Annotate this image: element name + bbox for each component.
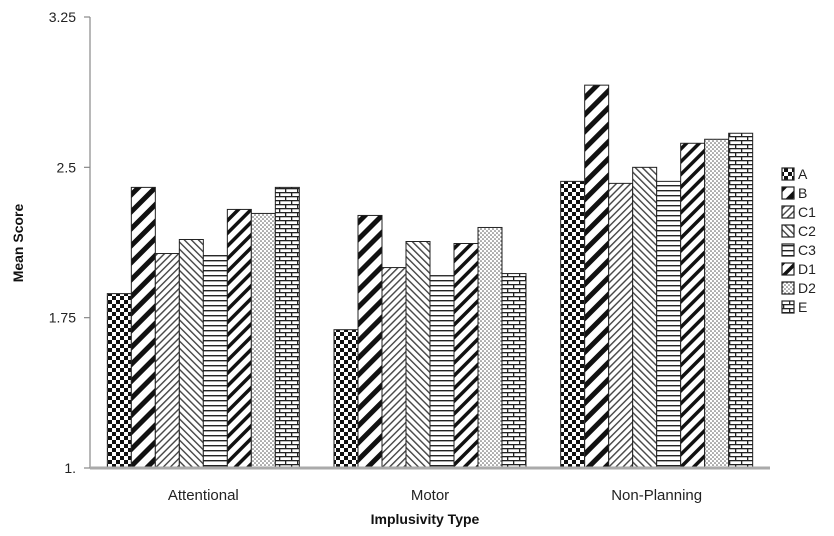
- bar-b-motor: [357, 214, 383, 469]
- bar-d1-non-planning: [680, 142, 706, 469]
- bar-c1-attentional: [154, 253, 180, 469]
- legend-label-c3: C3: [798, 242, 816, 258]
- legend-swatch-d1: [781, 262, 795, 276]
- y-axis-title: Mean Score: [10, 203, 26, 282]
- y-tick-label: 1.: [64, 460, 76, 476]
- x-axis: Attentional Motor Non-Planning: [90, 466, 770, 504]
- bar-c2-attentional: [178, 238, 204, 469]
- bar-d1-motor: [453, 243, 479, 469]
- legend: AB C1 C2 C3 D1 D2 E: [781, 166, 816, 315]
- legend-label-a: A: [798, 166, 808, 182]
- bar-d2-non-planning: [704, 138, 730, 469]
- bar-c3-motor: [429, 275, 455, 469]
- x-axis-title: Implusivity Type: [371, 511, 480, 527]
- y-axis: 1. 1.75 2.5 3.25: [49, 9, 91, 476]
- legend-label-b: B: [798, 185, 807, 201]
- x-category-label: Attentional: [168, 487, 239, 504]
- bar-a-non-planning: [560, 180, 586, 469]
- legend-label-d2: D2: [798, 280, 816, 296]
- bar-e-motor: [501, 273, 527, 469]
- legend-swatch-a: [781, 167, 795, 181]
- bar-c2-non-planning: [632, 166, 658, 469]
- x-category-labels: Attentional Motor Non-Planning: [168, 487, 702, 504]
- legend-label-e: E: [798, 299, 807, 315]
- bar-c2-motor: [405, 240, 431, 469]
- bar-c3-non-planning: [656, 180, 682, 469]
- bar-d1-attentional: [226, 208, 252, 469]
- y-ticks: 1. 1.75 2.5 3.25: [49, 9, 90, 476]
- legend-swatch-b: [781, 186, 795, 200]
- bar-a-motor: [333, 329, 359, 469]
- y-tick-label: 2.5: [57, 159, 77, 175]
- bar-a-attentional: [106, 293, 132, 469]
- y-tick-label: 3.25: [49, 9, 76, 25]
- bar-e-attentional: [274, 186, 300, 469]
- legend-swatch-c2: [781, 224, 795, 238]
- bar-d2-motor: [477, 226, 503, 469]
- bar-c3-attentional: [202, 255, 228, 469]
- legend-label-d1: D1: [798, 261, 816, 277]
- bar-b-attentional: [130, 186, 156, 469]
- x-category-label: Non-Planning: [611, 487, 702, 504]
- bar-d2-attentional: [250, 212, 276, 469]
- legend-swatch-c3: [781, 243, 795, 257]
- legend-label-c2: C2: [798, 223, 816, 239]
- legend-label-c1: C1: [798, 204, 816, 220]
- bar-c1-non-planning: [608, 182, 634, 469]
- bar-e-non-planning: [728, 132, 754, 469]
- legend-swatch-c1: [781, 205, 795, 219]
- bar-b-non-planning: [584, 84, 610, 469]
- y-tick-label: 1.75: [49, 310, 76, 326]
- bars: [106, 84, 754, 469]
- x-category-label: Motor: [411, 487, 449, 504]
- legend-swatch-d2: [781, 281, 795, 295]
- bar-c1-motor: [381, 267, 407, 469]
- legend-swatch-e: [781, 300, 795, 314]
